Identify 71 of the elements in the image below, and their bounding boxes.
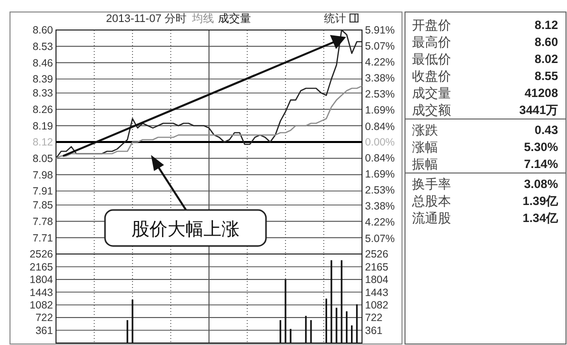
y2-tick-label: 1082 [365,300,389,312]
text: 成交额 [412,102,451,118]
y2-tick-label: 0.84% [365,120,395,133]
y2-tick-label: 2.53% [365,184,395,197]
text: 成交量 [412,86,451,101]
y2-tick-label: 361 [365,324,383,337]
y-tick-label: 8.05 [32,153,54,166]
text: 最低价 [412,52,451,67]
y-tick-label: 722 [35,312,54,324]
text: 0.43 [534,123,558,138]
y-tick-label: 8.60 [32,24,54,37]
text: 8.02 [534,52,558,66]
y2-tick-label: 1804 [365,274,389,286]
y-tick-label: 7.98 [32,169,54,182]
text: 统计 [324,12,346,25]
y-tick-label: 8.39 [32,74,54,86]
y-tick-label: 1082 [30,300,54,312]
text: 1.34亿 [522,211,559,226]
y-tick-label: 7.85 [32,200,54,212]
chart-title: 2013-11-07 分时 [106,12,187,25]
y2-tick-label: 3.38% [365,72,395,85]
annotation: 股价大幅上涨 [132,219,240,239]
y2-tick-label: 1.69% [365,104,395,117]
y2-tick-label: 0.84% [365,152,395,165]
text: 41208 [524,86,558,100]
text: 最高价 [412,34,451,50]
y-tick-label: 2526 [30,248,54,261]
text: 7.14% [524,157,558,172]
y2-tick-label: 2.53% [365,88,395,101]
text: 1.39亿 [522,194,559,208]
text: 均线 [191,12,214,25]
y-tick-label: 8.26 [32,104,54,116]
text: 3441万 [519,103,558,118]
text: 5.30% [524,140,558,154]
text: 收盘价 [412,68,451,84]
text: 振幅 [412,156,438,172]
text: 成交量 [218,12,251,25]
y-tick-label: 8.12 [32,136,54,149]
y-tick-label: 7.91 [32,186,54,198]
y-tick-label: 2165 [30,261,54,274]
text: 8.55 [534,69,558,84]
y-tick-label: 361 [35,324,54,337]
y2-tick-label: 1443 [365,286,389,299]
text: 总股本 [411,194,451,209]
y-tick-label: 8.19 [32,120,54,132]
y2-tick-label: 3.38% [365,200,395,213]
y2-tick-label: 0.00% [365,136,395,149]
text: 8.12 [534,18,558,32]
text: 涨幅 [412,140,438,155]
text: 涨跌 [412,122,438,138]
text: 3.08% [524,177,558,192]
y2-tick-label: 722 [365,312,383,324]
y2-tick-label: 5.07% [365,232,395,245]
y-tick-label: 1443 [30,286,54,299]
y2-tick-label: 4.22% [365,216,395,229]
text: 8.60 [534,35,558,50]
y2-tick-label: 2165 [365,261,389,274]
y2-tick-label: 1.69% [365,168,395,181]
y-tick-label: 8.33 [32,88,54,100]
y2-tick-label: 5.07% [365,40,395,53]
y-tick-label: 7.71 [32,232,54,244]
y-tick-label: 8.46 [32,57,54,70]
text: 换手率 [412,176,451,192]
y-tick-label: 8.53 [32,41,54,54]
y2-tick-label: 2526 [365,248,389,261]
y-tick-label: 1804 [30,274,54,286]
text: 流通股 [412,210,451,226]
y-tick-label: 7.78 [32,216,54,228]
text: 开盘价 [412,18,451,33]
y2-tick-label: 4.22% [365,56,395,69]
y2-tick-label: 5.91% [365,24,395,37]
